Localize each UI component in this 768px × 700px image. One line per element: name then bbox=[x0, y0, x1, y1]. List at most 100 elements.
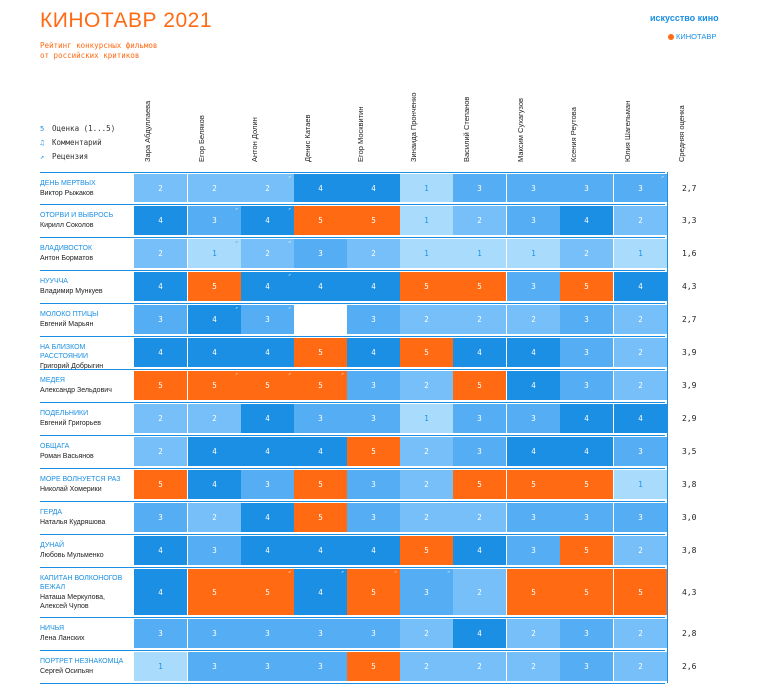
score-cell[interactable]: 2 bbox=[453, 206, 506, 235]
film-title-link[interactable]: ДУНАЙ bbox=[40, 542, 65, 549]
score-cell[interactable]: 5 bbox=[560, 272, 613, 301]
score-cell[interactable]: 5 bbox=[400, 272, 453, 301]
score-cell[interactable]: 4 bbox=[560, 404, 613, 433]
score-cell[interactable]: 5 bbox=[134, 470, 187, 499]
score-cell[interactable]: 1 bbox=[400, 239, 453, 268]
score-cell[interactable]: 3 bbox=[294, 404, 347, 433]
score-cell[interactable]: 3 bbox=[614, 503, 667, 532]
film-title-link[interactable]: МЕДЕЯ bbox=[40, 377, 65, 384]
score-cell[interactable]: 3 bbox=[241, 619, 294, 648]
score-cell[interactable]: 4 bbox=[453, 536, 506, 565]
score-cell[interactable]: 5 bbox=[294, 338, 347, 367]
score-cell[interactable]: 5 ↗ bbox=[188, 371, 241, 400]
score-cell[interactable]: 3 bbox=[188, 619, 241, 648]
review-icon[interactable]: ↗ bbox=[340, 569, 344, 575]
score-cell[interactable]: 3 bbox=[347, 503, 400, 532]
score-cell[interactable]: 3 bbox=[507, 174, 560, 202]
score-cell[interactable]: 3 bbox=[347, 404, 400, 433]
score-cell[interactable]: 3 bbox=[188, 536, 241, 565]
score-cell[interactable]: 5 bbox=[347, 206, 400, 235]
score-cell[interactable]: 4 bbox=[560, 206, 613, 235]
score-cell[interactable]: 2 bbox=[400, 470, 453, 499]
score-cell[interactable]: 2 bbox=[453, 503, 506, 532]
score-cell[interactable]: 2 bbox=[134, 239, 187, 268]
score-cell[interactable]: 3 bbox=[507, 272, 560, 301]
score-cell[interactable]: 2 ↗ bbox=[241, 239, 294, 268]
score-cell[interactable]: 2 bbox=[453, 305, 506, 334]
score-cell[interactable]: 3 bbox=[294, 652, 347, 681]
score-cell[interactable]: 2 bbox=[614, 338, 667, 367]
score-cell[interactable]: 2 bbox=[188, 404, 241, 433]
score-cell[interactable]: 3 bbox=[134, 619, 187, 648]
score-cell[interactable]: 2 bbox=[400, 619, 453, 648]
score-cell[interactable]: 2 bbox=[400, 437, 453, 466]
score-cell[interactable]: 4 bbox=[134, 338, 187, 367]
score-cell[interactable]: 2 bbox=[134, 404, 187, 433]
score-cell[interactable]: 4 bbox=[614, 404, 667, 433]
review-icon[interactable]: ↗ bbox=[446, 569, 450, 575]
score-cell[interactable]: 2 bbox=[560, 239, 613, 268]
score-cell[interactable]: 4 bbox=[347, 174, 400, 202]
score-cell[interactable]: 3 bbox=[560, 503, 613, 532]
score-cell[interactable]: 5 ↗ bbox=[347, 569, 400, 615]
score-cell[interactable]: 3 bbox=[453, 404, 506, 433]
film-title-link[interactable]: МОЛОКО ПТИЦЫ bbox=[40, 311, 99, 318]
score-cell[interactable]: 3 ↗ bbox=[241, 305, 294, 334]
film-title-link[interactable]: НИЧЬЯ bbox=[40, 625, 65, 632]
score-cell[interactable]: 2 bbox=[134, 174, 187, 202]
score-cell[interactable]: 4 bbox=[347, 338, 400, 367]
score-cell[interactable]: 5 bbox=[134, 371, 187, 400]
review-icon[interactable]: ↗ bbox=[287, 305, 291, 311]
score-cell[interactable]: 2 bbox=[507, 619, 560, 648]
score-cell[interactable]: 3 bbox=[507, 503, 560, 532]
score-cell[interactable]: 5 bbox=[560, 569, 613, 615]
score-cell[interactable]: 4 bbox=[294, 536, 347, 565]
score-cell[interactable]: 2 bbox=[453, 569, 506, 615]
film-title-link[interactable]: НА БЛИЗКОМ РАССТОЯНИИ bbox=[40, 344, 89, 360]
review-icon[interactable]: ↗ bbox=[287, 272, 291, 278]
score-cell[interactable]: 5 bbox=[400, 338, 453, 367]
score-cell[interactable]: 4 bbox=[507, 437, 560, 466]
film-title-link[interactable]: МОРЕ ВОЛНУЕТСЯ РАЗ bbox=[40, 476, 121, 483]
score-cell[interactable]: 2 bbox=[614, 371, 667, 400]
score-cell[interactable]: 4 bbox=[453, 619, 506, 648]
film-title-link[interactable]: ОТОРВИ И ВЫБРОСЬ bbox=[40, 212, 114, 219]
score-cell[interactable]: 3 bbox=[507, 404, 560, 433]
score-cell[interactable]: 2 bbox=[614, 652, 667, 681]
kinotavr-logo[interactable]: КИНОТАВР bbox=[668, 32, 716, 41]
score-cell[interactable]: 2 ↗ bbox=[241, 174, 294, 202]
film-title-link[interactable]: КАПИТАН ВОЛКОНОГОВ БЕЖАЛ bbox=[40, 575, 123, 591]
score-cell[interactable]: 4 bbox=[294, 272, 347, 301]
score-cell[interactable]: 1 bbox=[453, 239, 506, 268]
score-cell[interactable]: 5 bbox=[560, 470, 613, 499]
score-cell[interactable]: 1 bbox=[400, 404, 453, 433]
score-cell[interactable]: 5 bbox=[188, 569, 241, 615]
score-cell[interactable]: 4 bbox=[134, 569, 187, 615]
score-cell[interactable]: 2 bbox=[614, 619, 667, 648]
score-cell[interactable]: 3 bbox=[241, 652, 294, 681]
score-cell[interactable]: 5 bbox=[453, 470, 506, 499]
score-cell[interactable]: 3 bbox=[453, 174, 506, 202]
score-cell[interactable]: 5 ↗ bbox=[241, 569, 294, 615]
score-cell[interactable]: 5 bbox=[560, 536, 613, 565]
score-cell[interactable]: 3 bbox=[134, 305, 187, 334]
score-cell[interactable]: 4 bbox=[241, 536, 294, 565]
score-cell[interactable]: 1 bbox=[614, 470, 667, 499]
score-cell[interactable]: 4 bbox=[134, 206, 187, 235]
score-cell[interactable]: 3 bbox=[614, 437, 667, 466]
score-cell[interactable]: 3 bbox=[560, 174, 613, 202]
review-icon[interactable]: ↗ bbox=[234, 305, 238, 311]
score-cell[interactable]: 2 bbox=[347, 239, 400, 268]
film-title-link[interactable]: ПОРТРЕТ НЕЗНАКОМЦА bbox=[40, 658, 124, 665]
score-cell[interactable]: 3 bbox=[507, 536, 560, 565]
score-cell[interactable]: 4 ↗ bbox=[241, 272, 294, 301]
score-cell[interactable]: 4 bbox=[507, 338, 560, 367]
score-cell[interactable]: 2 bbox=[134, 437, 187, 466]
film-title-link[interactable]: ВЛАДИВОСТОК bbox=[40, 245, 93, 252]
review-icon[interactable]: ↗ bbox=[340, 371, 344, 377]
score-cell[interactable]: 2 bbox=[614, 536, 667, 565]
review-icon[interactable]: ↗ bbox=[287, 239, 291, 245]
score-cell[interactable]: 3 bbox=[188, 652, 241, 681]
score-cell[interactable]: 3 ↗ bbox=[614, 174, 667, 202]
score-cell[interactable]: 3 bbox=[453, 437, 506, 466]
